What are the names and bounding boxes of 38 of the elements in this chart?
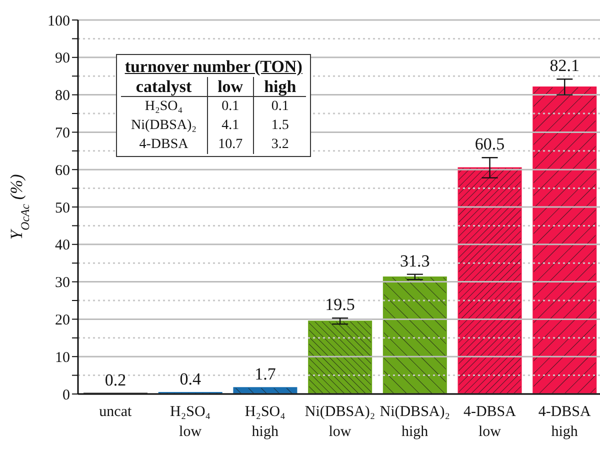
annotation: H₂SO₄: [144, 98, 184, 116]
annotation: 10.7: [207, 135, 254, 154]
data-label: 0.2: [104, 370, 126, 390]
y-tick-label: 0: [62, 387, 70, 404]
data-label: 0.4: [180, 370, 202, 389]
annotation: turnover number (TON): [124, 57, 304, 77]
annotation: 3.2: [254, 135, 306, 154]
annotation: catalyst: [134, 77, 193, 96]
x-tick-label: Ni(DBSA)₂ low: [304, 404, 376, 440]
y-tick-label: 50: [55, 200, 70, 216]
data-label: 60.5: [474, 134, 505, 154]
y-tick-label: 40: [55, 238, 70, 254]
data-label: 19.5: [325, 295, 355, 314]
y-tick-label: 10: [55, 350, 70, 366]
y-tick-label: 90: [55, 50, 70, 67]
y-tick-label: 60: [55, 162, 70, 179]
data-label: 1.7: [254, 364, 276, 384]
x-tick-label: 4-DBSA low: [463, 404, 516, 440]
annotation: 1.5: [254, 116, 306, 135]
x-tick-label: 4-DBSA high: [538, 404, 591, 440]
y-tick-label: 70: [55, 126, 70, 142]
annotation: Ni(DBSA)₂: [130, 117, 198, 135]
x-tick-label: H₂SO₄ low: [170, 404, 211, 440]
annotation: 4.1: [207, 116, 254, 135]
x-tick-label: uncat: [99, 404, 132, 420]
data-label: 82.1: [550, 56, 580, 76]
y-tick-label: 30: [55, 275, 70, 292]
x-tick-label: Ni(DBSA)₂ high: [380, 404, 450, 440]
annotation: high: [254, 77, 306, 96]
y-tick-label: 80: [55, 88, 70, 104]
annotation: 0.1: [207, 96, 254, 116]
annotation: 4-DBSA: [138, 136, 190, 154]
data-label: 31.3: [400, 251, 430, 270]
y-tick-label: 20: [55, 312, 70, 329]
y-tick-label: 100: [48, 13, 70, 30]
x-tick-label: H₂SO₄ high: [244, 404, 286, 440]
annotation: low: [207, 77, 254, 96]
annotation: 0.1: [254, 96, 306, 116]
